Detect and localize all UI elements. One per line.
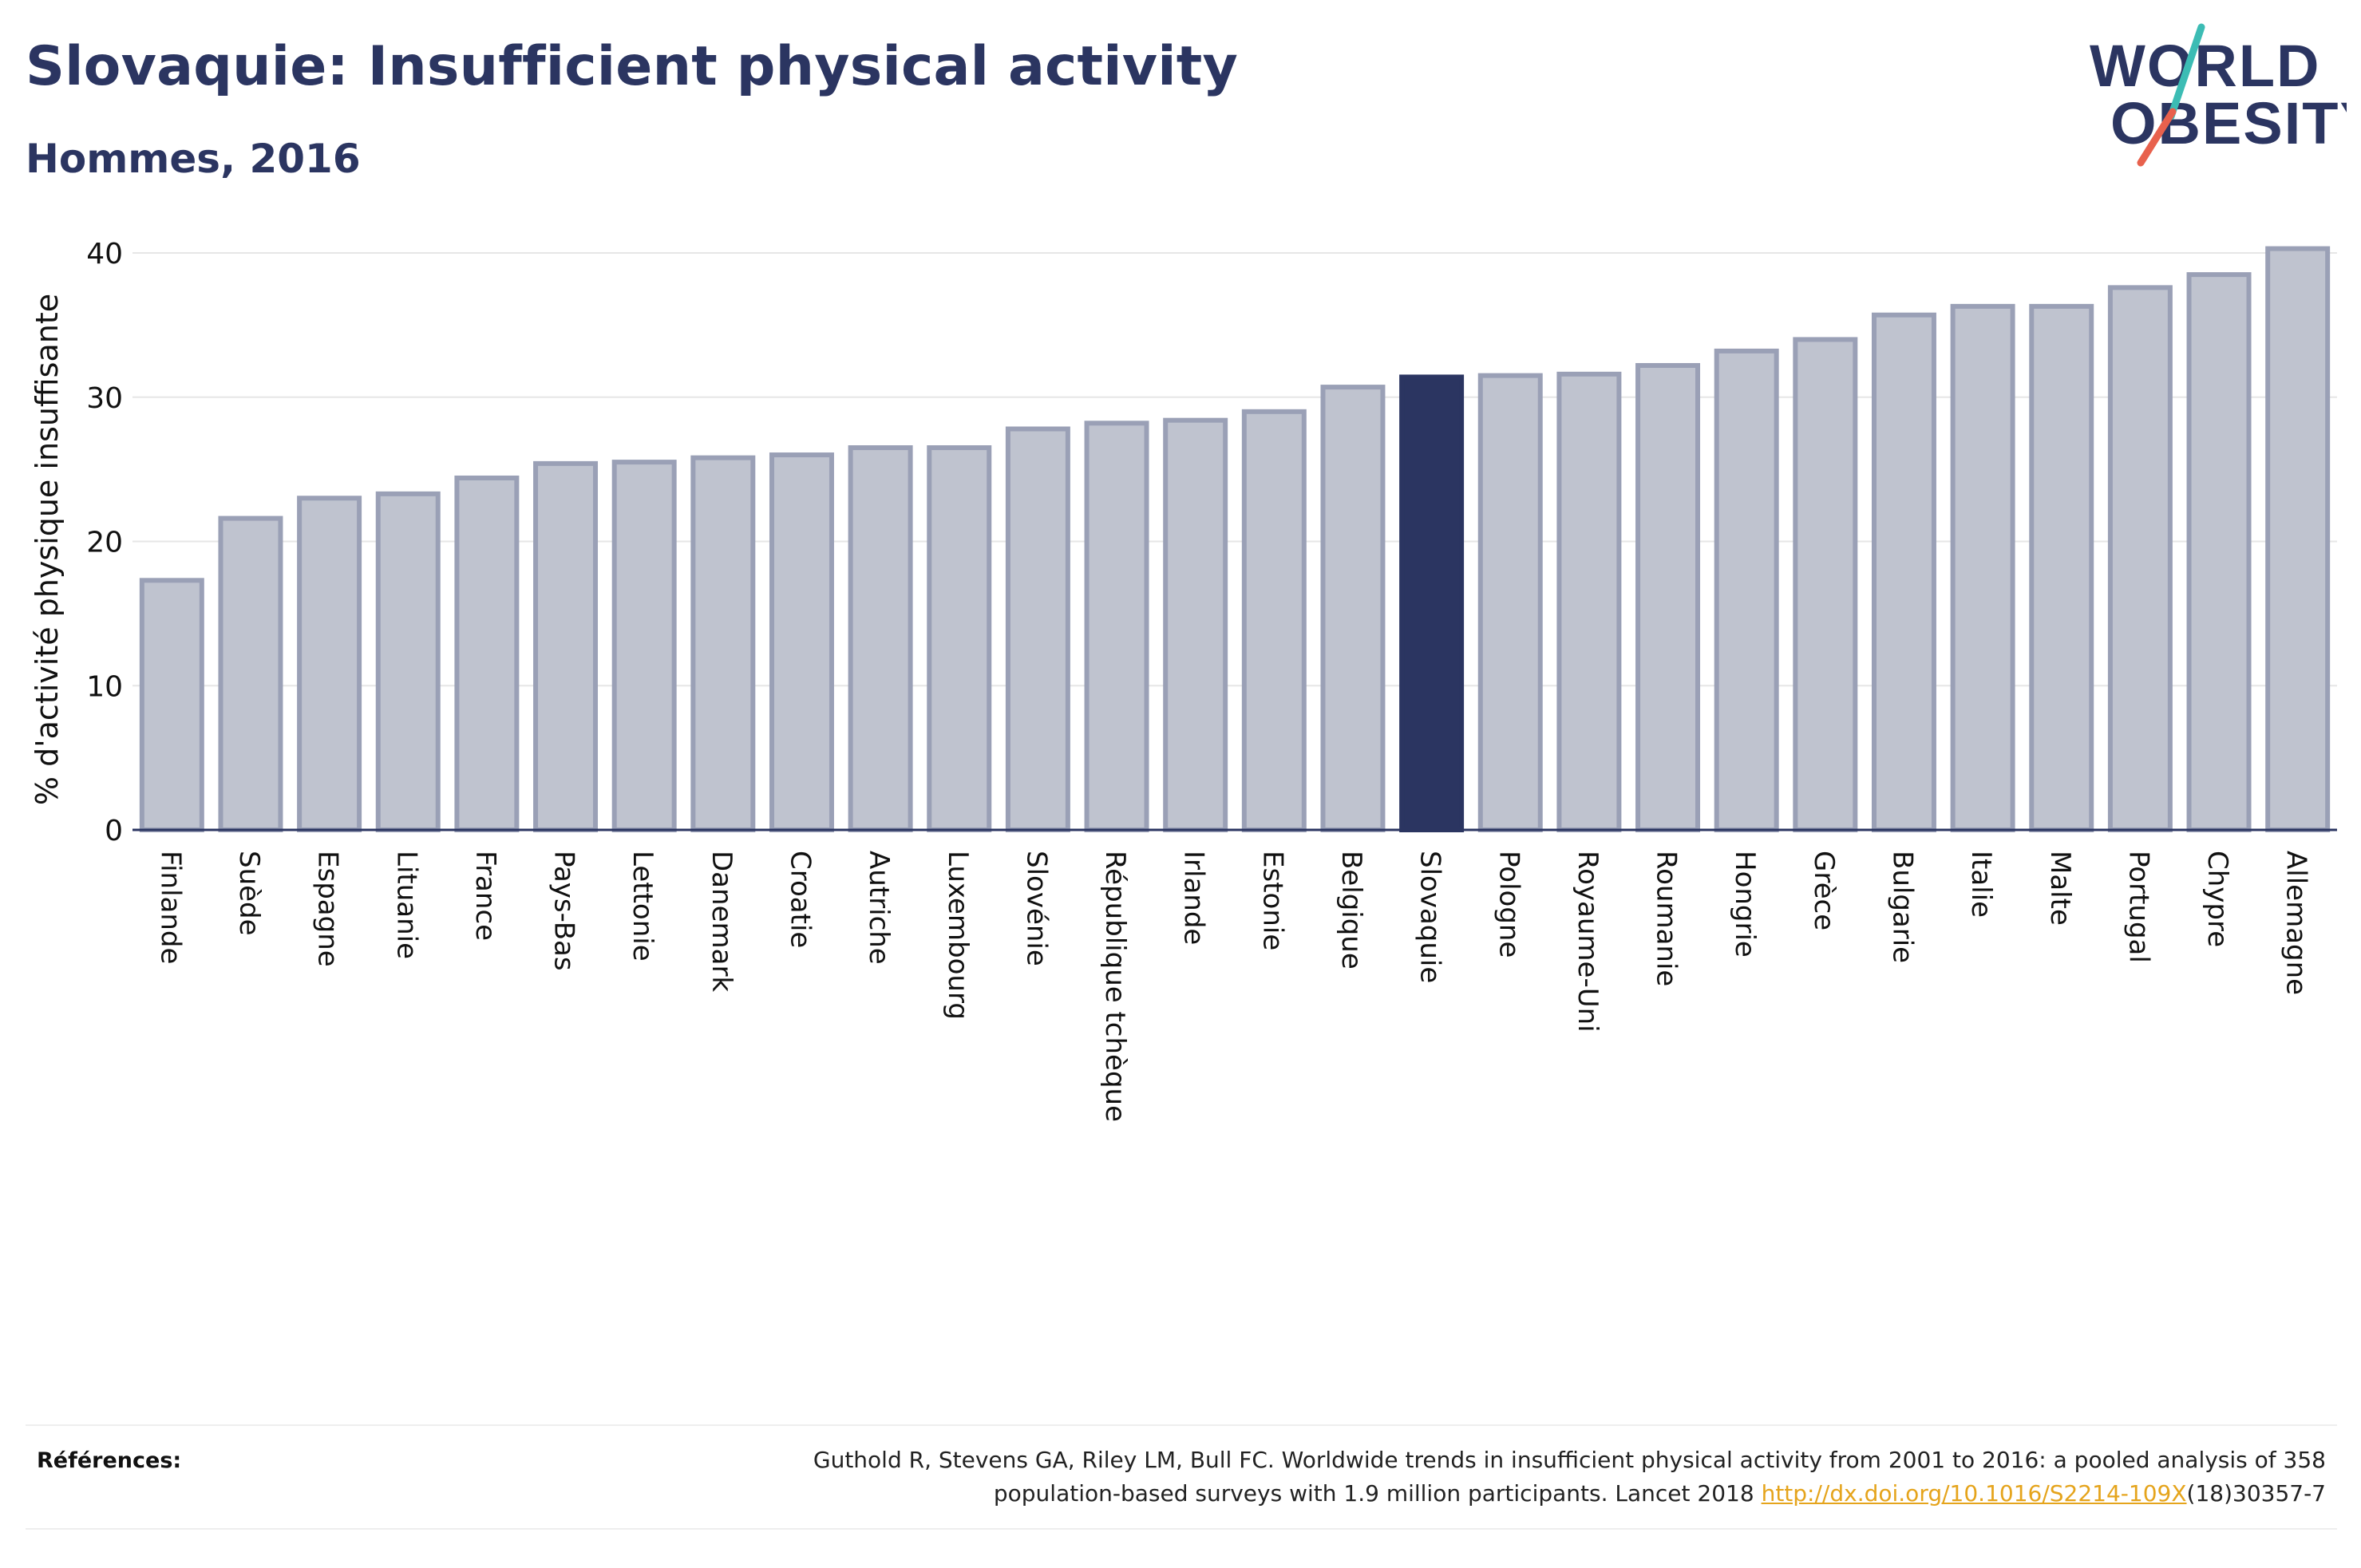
x-tick-label: Irlande xyxy=(1178,851,1210,945)
x-tick-label: République tchèque xyxy=(1099,851,1131,1122)
y-tick-label: 40 xyxy=(86,238,123,271)
bars xyxy=(139,246,2331,833)
x-tick-label: Portugal xyxy=(2122,851,2154,963)
logo-slash-teal xyxy=(2167,23,2205,120)
x-tick-label: Roumanie xyxy=(1651,851,1683,986)
bar-italie xyxy=(1950,303,2015,832)
citation-line2: population-based surveys with 1.9 millio… xyxy=(993,1480,1762,1507)
bar-finlande xyxy=(139,578,204,832)
x-tick-label: Chypre xyxy=(2201,851,2233,947)
x-tick-label: Bulgarie xyxy=(1886,851,1918,963)
x-tick-label: Lettonie xyxy=(627,851,658,962)
x-tick-label: Belgique xyxy=(1335,851,1367,970)
bar-belgique xyxy=(1320,385,1386,833)
bar-portugal xyxy=(2107,285,2173,832)
x-tick-label: Royaume-Uni xyxy=(1572,851,1604,1033)
y-tick-label: 0 xyxy=(105,815,123,847)
bar-lituanie xyxy=(375,491,441,832)
y-axis-label: % d'activité physique insuffisante xyxy=(30,294,65,805)
bar-allemagne xyxy=(2265,246,2331,832)
doi-link[interactable]: http://dx.doi.org/10.1016/S2214-109X xyxy=(1761,1480,2187,1507)
citation-line1: Guthold R, Stevens GA, Riley LM, Bull FC… xyxy=(813,1447,2326,1473)
x-tick-label: Estonie xyxy=(1256,851,1288,950)
chart-subtitle: Hommes, 2016 xyxy=(26,136,361,182)
y-tick-label: 20 xyxy=(86,527,123,559)
bar-pologne xyxy=(1477,373,1543,832)
references-citation: Guthold R, Stevens GA, Riley LM, Bull FC… xyxy=(490,1444,2326,1511)
x-tick-label: Pays-Bas xyxy=(548,851,580,971)
x-tick-label: Allemagne xyxy=(2280,851,2312,995)
bar-malte xyxy=(2029,303,2094,832)
bar-chart: 0 10 20 30 40 Finlande Suède Espagne Lituanie Fr… xyxy=(30,238,2337,1122)
bar-bulgarie xyxy=(1871,312,1936,833)
x-tick-label: Croatie xyxy=(784,851,816,948)
x-tick-labels: Finlande Suède Espagne Lituanie France Pays-B… xyxy=(154,851,2312,1122)
x-tick-label: Autriche xyxy=(863,851,895,965)
bar-royaume-uni xyxy=(1556,371,1622,832)
x-tick-label: Italie xyxy=(1965,851,1997,918)
bar-roumanie xyxy=(1635,362,1701,832)
bar-espagne xyxy=(297,496,362,833)
x-tick-label: Grèce xyxy=(1808,851,1840,930)
logo-word-world: WORLD xyxy=(2090,33,2321,99)
bar-gr-ce xyxy=(1793,337,1858,832)
bar-lettonie xyxy=(611,460,677,833)
x-tick-label: Luxembourg xyxy=(942,851,974,1020)
world-obesity-logo: WORLD OBESITY xyxy=(2090,23,2347,167)
x-tick-label: Finlande xyxy=(154,851,186,964)
x-tick-label: France xyxy=(469,851,501,941)
citation-line2-end: (18)30357-7 xyxy=(2186,1480,2326,1507)
bar-hongrie xyxy=(1714,348,1779,833)
chart-title: Slovaquie: Insufficient physical activit… xyxy=(26,35,1239,98)
bar-france xyxy=(454,475,520,832)
x-tick-label: Pologne xyxy=(1493,851,1525,958)
x-tick-label: Hongrie xyxy=(1729,851,1761,958)
bar-r-publique-tch-que xyxy=(1084,421,1149,832)
x-tick-label: Malte xyxy=(2044,851,2076,926)
bar-slov-nie xyxy=(1005,426,1070,832)
references-label: Références: xyxy=(37,1448,182,1473)
x-tick-label: Danemark xyxy=(706,851,738,992)
y-tick-labels: 0 10 20 30 40 xyxy=(86,238,123,847)
x-tick-label: Lituanie xyxy=(390,851,422,959)
bar-croatie xyxy=(769,452,834,832)
bar-luxembourg xyxy=(927,445,992,832)
bar-irlande xyxy=(1163,417,1228,832)
y-tick-label: 10 xyxy=(86,670,123,703)
y-tick-label: 30 xyxy=(86,382,123,415)
bar-danemark xyxy=(690,455,756,832)
bar-chypre xyxy=(2186,272,2252,832)
bar-slovaquie xyxy=(1399,374,1465,832)
bar-estonie xyxy=(1241,409,1307,832)
bar-pays-bas xyxy=(533,460,599,833)
x-tick-label: Slovaquie xyxy=(1414,851,1446,983)
x-tick-label: Espagne xyxy=(312,851,344,967)
references-section: Références: Guthold R, Stevens GA, Riley… xyxy=(26,1424,2337,1530)
x-tick-label: Suède xyxy=(233,851,265,936)
logo-slash-coral xyxy=(2137,108,2177,167)
x-tick-label: Slovénie xyxy=(1020,851,1052,966)
bar-su-de xyxy=(218,515,283,833)
bar-autriche xyxy=(848,445,913,832)
